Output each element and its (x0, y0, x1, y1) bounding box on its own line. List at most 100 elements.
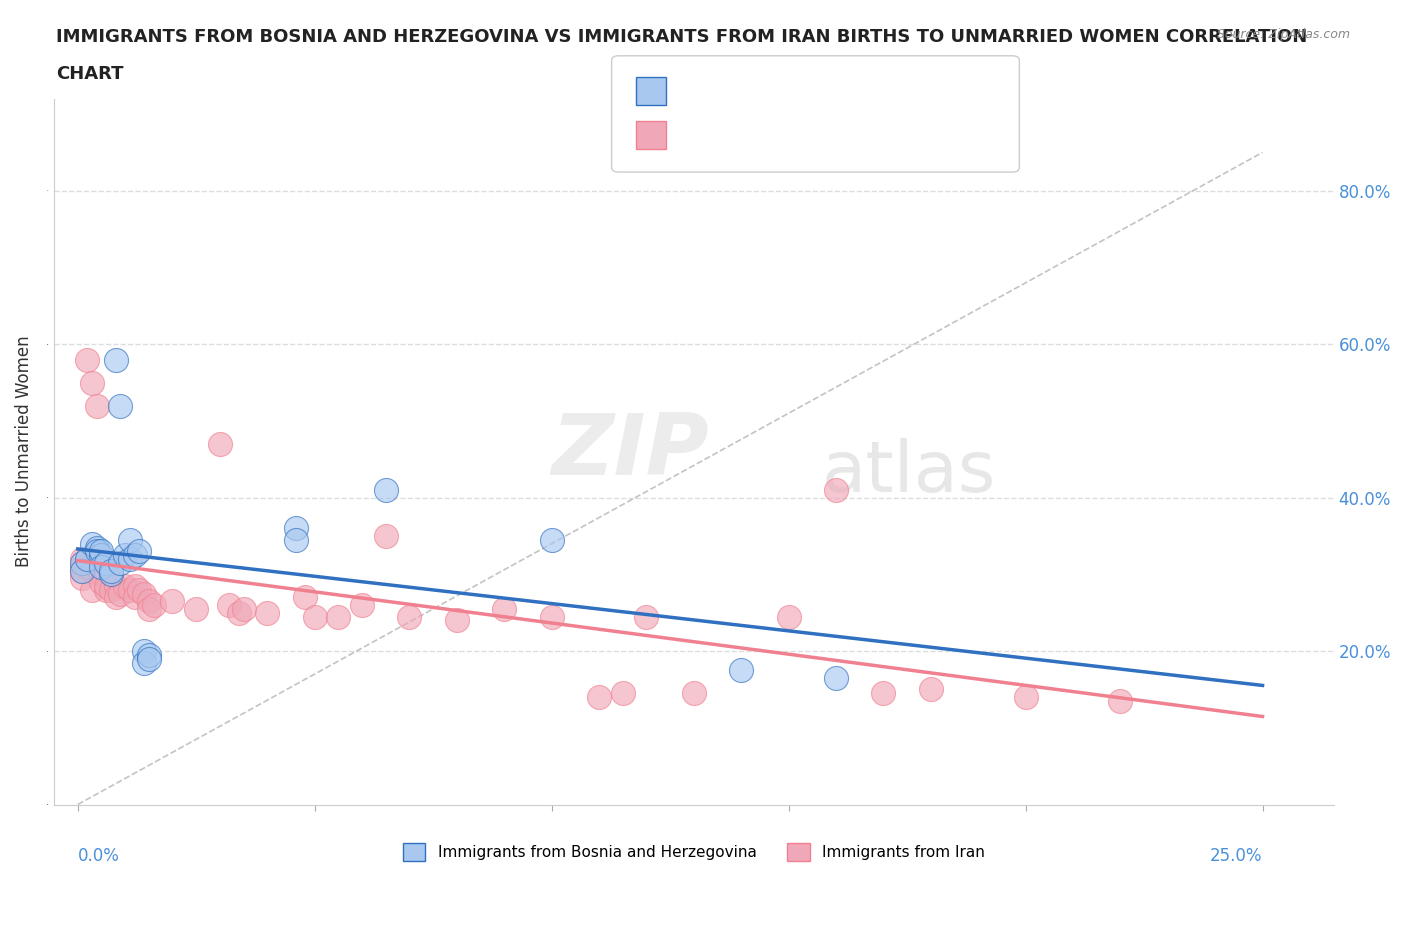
Text: CHART: CHART (56, 65, 124, 83)
Point (872, 685, 894, 700)
Point (72, 551, 94, 566)
Point (72, 571, 94, 586)
Text: Source: ZipAtlas.com: Source: ZipAtlas.com (1216, 28, 1350, 41)
Point (232, 602, 254, 617)
Point (118, 532, 141, 547)
Point (72, 559, 94, 574)
Point (76, 551, 98, 566)
Point (446, 613, 468, 628)
Point (76, 559, 98, 574)
Point (104, 352, 127, 367)
Text: ZIP: ZIP (551, 410, 709, 493)
Point (90, 559, 112, 574)
Point (110, 555, 132, 570)
Point (94, 582, 117, 597)
Point (76, 551, 98, 566)
Point (304, 609, 326, 624)
Point (132, 586, 155, 601)
Text: R = -0.188   N =  61: R = -0.188 N = 61 (675, 121, 844, 139)
Point (138, 651, 160, 666)
Point (86, 544, 108, 559)
Point (730, 663, 752, 678)
Point (86, 398, 108, 413)
Point (540, 609, 562, 624)
Point (588, 690, 610, 705)
Point (118, 582, 141, 597)
Point (80, 559, 103, 574)
Point (682, 685, 704, 700)
Text: 25.0%: 25.0% (1211, 847, 1263, 865)
Point (72, 563, 94, 578)
Point (186, 602, 208, 617)
Point (110, 586, 132, 601)
Point (80, 555, 103, 570)
Point (374, 528, 396, 543)
Point (104, 578, 127, 593)
Point (228, 605, 250, 620)
Point (114, 548, 136, 563)
Point (90, 555, 112, 570)
Point (124, 590, 146, 604)
Point (100, 582, 122, 597)
Point (80, 537, 103, 551)
Legend: Immigrants from Bosnia and Herzegovina, Immigrants from Iran: Immigrants from Bosnia and Herzegovina, … (396, 837, 991, 868)
Point (778, 609, 800, 624)
Point (86, 555, 108, 570)
Text: IMMIGRANTS FROM BOSNIA AND HERZEGOVINA VS IMMIGRANTS FROM IRAN BIRTHS TO UNMARRI: IMMIGRANTS FROM BOSNIA AND HERZEGOVINA V… (56, 28, 1308, 46)
Point (90, 575, 112, 590)
Point (825, 671, 848, 685)
Point (132, 655, 155, 670)
Point (636, 609, 658, 624)
Point (138, 602, 160, 617)
Point (398, 609, 420, 624)
Point (128, 544, 150, 559)
Point (920, 682, 942, 697)
Point (128, 582, 150, 597)
Point (142, 598, 165, 613)
Point (110, 398, 132, 413)
Point (72, 555, 94, 570)
Point (104, 590, 127, 604)
Point (284, 521, 307, 536)
Point (100, 563, 122, 578)
Point (72, 563, 94, 578)
Point (1014, 690, 1036, 705)
Point (80, 582, 103, 597)
Point (256, 605, 278, 620)
Point (352, 598, 374, 613)
Point (374, 483, 396, 498)
Point (494, 602, 516, 617)
Point (90, 548, 112, 563)
Point (80, 563, 103, 578)
Point (328, 609, 350, 624)
Point (124, 548, 146, 563)
Point (612, 685, 634, 700)
Point (825, 483, 848, 498)
Point (162, 593, 184, 608)
Point (132, 644, 155, 658)
Point (94, 578, 117, 593)
Point (86, 540, 108, 555)
Point (90, 544, 112, 559)
Point (76, 352, 98, 367)
Point (138, 647, 160, 662)
Point (100, 567, 122, 582)
Text: atlas: atlas (821, 438, 997, 507)
Point (100, 555, 122, 570)
Point (124, 578, 146, 593)
Text: 0.0%: 0.0% (77, 847, 120, 865)
Y-axis label: Births to Unmarried Women: Births to Unmarried Women (15, 336, 32, 567)
Point (94, 555, 117, 570)
Point (114, 578, 136, 593)
Point (80, 375, 103, 390)
Point (284, 532, 307, 547)
Point (90, 559, 112, 574)
Point (138, 593, 160, 608)
Point (118, 551, 141, 566)
Text: R =  0.334   N = 30: R = 0.334 N = 30 (675, 81, 838, 99)
Point (294, 590, 316, 604)
Point (540, 532, 562, 547)
Point (1109, 694, 1132, 709)
Point (86, 559, 108, 574)
Point (218, 598, 240, 613)
